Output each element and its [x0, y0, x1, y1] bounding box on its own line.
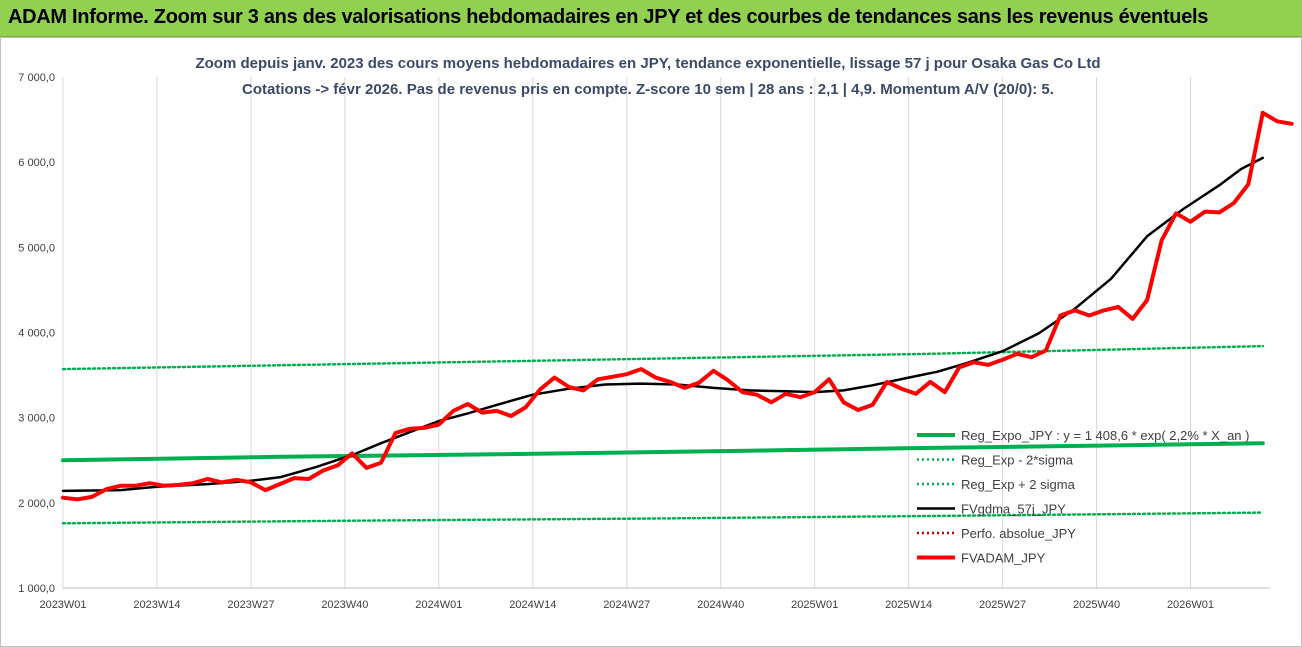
chart-title-line-1: Zoom depuis janv. 2023 des cours moyens … — [195, 55, 1100, 72]
x-tick-label: 2026W01 — [1167, 599, 1214, 611]
report-banner: ADAM Informe. Zoom sur 3 ans des valoris… — [0, 0, 1302, 37]
x-tick-label: 2023W14 — [133, 599, 180, 611]
y-tick-label: 6 000,0 — [18, 157, 55, 169]
report-title: ADAM Informe. Zoom sur 3 ans des valoris… — [8, 6, 1209, 28]
chart-title-line-2: Cotations -> févr 2026. Pas de revenus p… — [242, 81, 1054, 98]
x-tick-label: 2023W40 — [321, 599, 368, 611]
y-tick-label: 5 000,0 — [18, 242, 55, 254]
x-tick-label: 2025W27 — [979, 599, 1026, 611]
grid — [62, 77, 1191, 588]
legend-label: FVADAM_JPY — [961, 551, 1046, 566]
x-tick-label: 2024W01 — [415, 599, 462, 611]
series-line-5 — [61, 110, 1294, 502]
legend-label: FVgdma_57j_JPY — [961, 502, 1066, 517]
x-tick-label: 2024W14 — [509, 599, 556, 611]
legend-label: Reg_Expo_JPY : y = 1 408,6 * exp( 2,2% *… — [961, 428, 1249, 443]
x-tick-label: 2023W27 — [227, 599, 274, 611]
x-tick-label: 2023W01 — [39, 599, 86, 611]
y-tick-label: 3 000,0 — [18, 413, 55, 425]
axes: 2023W01 2023W14 2023W27 2023W40 2024W01 2024W… — [18, 72, 1270, 611]
legend: Reg_Expo_JPY : y = 1 408,6 * exp( 2,2% *… — [917, 428, 1249, 566]
y-tick-label: 1 000,0 — [18, 583, 55, 595]
x-tick-label: 2025W14 — [885, 599, 932, 611]
series-layer — [61, 110, 1294, 525]
x-tick-label: 2025W40 — [1073, 599, 1120, 611]
legend-label: Reg_Exp - 2*sigma — [961, 453, 1074, 468]
x-tick-label: 2024W40 — [697, 599, 744, 611]
legend-label: Reg_Exp + 2 sigma — [961, 477, 1076, 492]
legend-label: Perfo. absolue_JPY — [961, 526, 1076, 541]
y-tick-label: 2 000,0 — [18, 498, 55, 510]
x-tick-label: 2024W27 — [603, 599, 650, 611]
series-line-1 — [61, 511, 1265, 525]
x-tick-label: 2025W01 — [791, 599, 838, 611]
series-line-3 — [61, 156, 1265, 493]
y-tick-label: 4 000,0 — [18, 328, 55, 340]
y-tick-label: 7 000,0 — [18, 72, 55, 84]
series-line-0 — [61, 441, 1265, 463]
series-line-2 — [61, 344, 1265, 371]
